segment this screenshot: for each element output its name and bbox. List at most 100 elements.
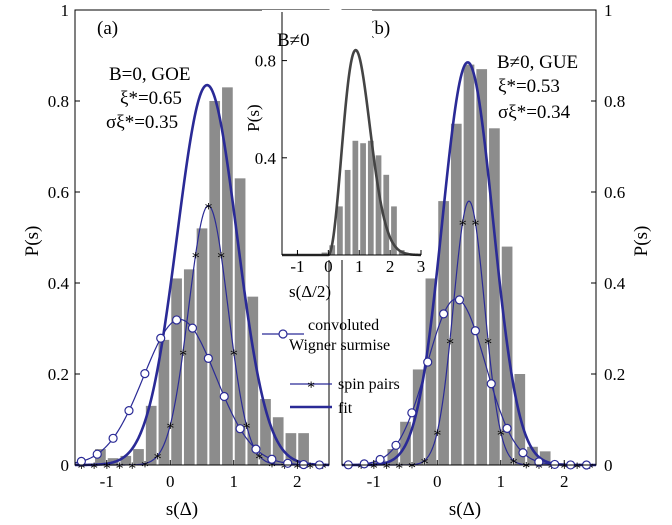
panel-b-xlabel: s(Δ) [449, 499, 481, 520]
pa-xtick-label-3: 2 [293, 472, 302, 491]
pa-ytick-label-4: 0.8 [48, 92, 69, 111]
pi-ytick-label-1: 0.8 [255, 52, 276, 71]
pb-curve-2-marker-10 [502, 423, 512, 433]
pb-ytick-label-4: 0.8 [604, 92, 625, 111]
pb-bar-1 [387, 449, 399, 465]
pb-curve-1-marker-5: ∗ [407, 459, 417, 474]
pb-bar-3 [412, 369, 424, 465]
pa-bar-16 [298, 433, 309, 465]
panel-a-xlabel: s(Δ) [166, 499, 198, 520]
pa-bar-13 [260, 399, 271, 465]
pb-xtick-label-2: 1 [497, 472, 506, 491]
legend-item-convoluted: convoluted [308, 317, 379, 334]
pb-curve-1-marker-13: ∗ [509, 455, 519, 470]
pb-curve-1-marker-18: ∗ [572, 459, 582, 474]
pb-bar-6 [450, 123, 462, 465]
pb-curve-1-marker-8: ∗ [445, 334, 455, 349]
pi-xtick-label-4: 3 [417, 257, 426, 276]
pa-curve-1-marker-6: ∗ [153, 450, 163, 465]
inset-ylabel: P(s) [244, 104, 263, 131]
pa-bar-6 [171, 278, 182, 465]
pi-xtick-label-2: 1 [355, 257, 364, 276]
pa-curve-1-marker-7: ∗ [165, 419, 175, 434]
pi-xtick-label-3: 2 [386, 257, 395, 276]
pa-curve-2-marker-7 [187, 323, 198, 333]
pa-curve-2-marker-2 [108, 433, 118, 443]
panel-b: ∗∗∗∗∗∗∗∗∗∗∗∗∗∗∗∗∗∗∗∗ -101200.20.40.60.81… [341, 1, 652, 520]
pi-bar-7 [375, 155, 382, 255]
pa-xtick-label-0: -1 [100, 472, 114, 491]
pb-ytick-label-2: 0.4 [604, 274, 626, 293]
pb-bar-5 [438, 201, 449, 465]
panel-a-annotation-2: ξ*=0.65 [120, 88, 182, 109]
pb-curve-1-marker-10: ∗ [471, 216, 481, 231]
pb-curve-1-marker-4: ∗ [394, 459, 404, 474]
pb-xtick-label-0: -1 [367, 472, 381, 491]
pb-curve-1-marker-14: ∗ [521, 459, 531, 474]
legend-item-wigner: Wigner surmise [289, 337, 390, 354]
pi-bar-9 [391, 206, 397, 255]
pa-curve-0 [75, 83, 330, 467]
pb-curve-2-marker-3 [391, 440, 401, 450]
pi-bar-4 [352, 140, 359, 255]
pb-curve-2-marker-11 [518, 448, 528, 458]
panel-b-label: (b) [368, 18, 390, 39]
pb-bar-10 [501, 246, 513, 465]
pb-curve-1-marker-6: ∗ [420, 455, 430, 470]
inset-xlabel: s(Δ/2) [289, 282, 331, 301]
pa-bar-7 [183, 269, 195, 465]
pa-curve-1-marker-3: ∗ [115, 459, 125, 474]
pb-ytick-label-1: 0.2 [604, 365, 625, 384]
pa-curve-2-marker-9 [219, 391, 229, 402]
pi-xtick-label-0: -1 [290, 257, 304, 276]
pa-bar-3 [133, 449, 144, 465]
pa-curve-2-marker-10 [235, 424, 245, 434]
pa-curve-2-marker-8 [203, 353, 213, 363]
panel-b-ylabel: P(s) [631, 226, 652, 257]
pa-curve-1-marker-14: ∗ [254, 450, 264, 465]
pb-curve-1-marker-2: ∗ [369, 459, 379, 474]
pa-curve-1-marker-1: ∗ [89, 459, 99, 474]
pa-xtick-label-2: 1 [230, 472, 239, 491]
pb-bar-7 [463, 64, 475, 465]
pa-curve-1-marker-10: ∗ [204, 200, 214, 215]
pb-xtick-label-1: 0 [433, 472, 442, 491]
pb-curve-2-marker-6 [439, 309, 449, 319]
pa-curve-2-marker-4 [140, 368, 150, 379]
pi-bar-3 [344, 169, 351, 255]
legend: convoluted Wigner surmise ∗ spin pairs f… [262, 317, 400, 417]
pb-bar-9 [489, 128, 500, 466]
pi-bar-5 [360, 143, 366, 255]
pa-bar-10 [222, 87, 233, 465]
pa-bar-11 [234, 178, 246, 465]
pa-bar-2 [120, 455, 132, 465]
pb-xtick-label-3: 2 [560, 472, 569, 491]
pa-curve-1-marker-13: ∗ [242, 419, 252, 434]
pa-curve-1-marker-0: ∗ [77, 459, 87, 474]
pa-curve-1-marker-9: ∗ [191, 248, 201, 263]
pb-curve-1-marker-3: ∗ [382, 459, 392, 474]
pa-bar-15 [285, 433, 297, 465]
pa-ytick-label-1: 0.2 [48, 365, 69, 384]
pb-curve-2-marker-13 [550, 459, 560, 470]
inset-panel: -1 0 1 2 3 0.4 0.8 B≠0 s(Δ/2) P(s) [244, 10, 425, 301]
pa-bar-4 [145, 405, 157, 465]
pa-curve-1-marker-11: ∗ [216, 248, 226, 263]
pb-bar-13 [539, 451, 551, 465]
pa-ytick-label-5: 1 [61, 1, 70, 20]
panel-b-annotation-1: B≠0, GUE [497, 52, 578, 73]
pa-curve-2-marker-0 [76, 456, 86, 466]
pb-curve-1-marker-12: ∗ [496, 426, 506, 441]
pa-curve-1-marker-4: ∗ [127, 459, 137, 474]
pa-curve-1-marker-2: ∗ [102, 459, 112, 474]
pa-curve-2-marker-3 [124, 406, 134, 416]
inset-label: B≠0 [277, 30, 310, 51]
pb-ytick-label-5: 1 [604, 1, 613, 20]
pb-curve-1-marker-11: ∗ [483, 334, 493, 349]
pb-curve-1-marker-9: ∗ [458, 216, 468, 231]
legend-item-spin-pairs: spin pairs [338, 376, 400, 393]
pa-curve-2-marker-1 [92, 449, 102, 459]
pb-curve-2-marker-5 [423, 357, 433, 367]
pa-curve-2-marker-12 [267, 454, 277, 464]
